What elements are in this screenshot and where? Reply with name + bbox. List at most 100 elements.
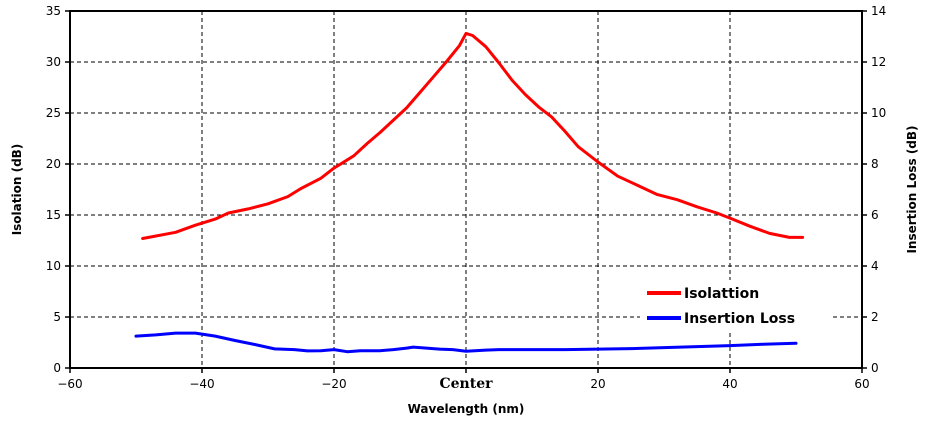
- x-tick-label: −60: [57, 377, 82, 391]
- data-point-isolattion: [537, 105, 540, 109]
- data-point-insertion-loss: [154, 333, 157, 337]
- data-point-insertion-loss: [359, 349, 362, 352]
- data-point-isolattion: [695, 205, 699, 208]
- y-right-tick-label: 10: [871, 106, 886, 120]
- y-left-tick-label: 15: [46, 208, 61, 222]
- y-right-tick-label: 14: [871, 4, 886, 18]
- legend-label-isolation: Isolattion: [684, 286, 759, 302]
- data-point-insertion-loss: [253, 343, 256, 346]
- data-point-insertion-loss: [346, 350, 349, 353]
- data-point-isolattion: [577, 145, 580, 148]
- data-point-isolattion: [445, 60, 448, 64]
- data-point-insertion-loss: [596, 347, 600, 351]
- data-point-insertion-loss: [530, 348, 534, 351]
- data-point-insertion-loss: [728, 344, 732, 347]
- data-point-isolattion: [748, 225, 751, 228]
- data-point-isolattion: [596, 160, 600, 164]
- data-point-isolattion: [141, 237, 144, 240]
- x-tick-label: 60: [854, 377, 869, 391]
- data-point-isolattion: [286, 195, 289, 198]
- data-point-insertion-loss: [319, 349, 322, 352]
- axis-ticks: −60 −40 −20 Center 20 40 600510152025303502468…: [46, 4, 887, 392]
- data-point-isolattion: [174, 231, 177, 234]
- data-point-isolattion: [788, 236, 791, 239]
- data-point-insertion-loss: [273, 347, 276, 351]
- y-right-tick-label: 6: [871, 208, 879, 222]
- y-right-tick-label: 4: [871, 259, 879, 273]
- legend-label-insertion-loss: Insertion Loss: [684, 311, 795, 327]
- data-point-isolattion: [319, 177, 322, 180]
- data-point-isolattion: [392, 118, 395, 122]
- x-tick-label: −40: [189, 377, 214, 391]
- data-point-isolattion: [768, 232, 771, 235]
- data-point-isolattion: [497, 61, 501, 65]
- data-point-isolattion: [464, 32, 468, 35]
- y-axis-right-title: Insertion Loss (dB): [905, 125, 919, 253]
- y-left-tick-label: 35: [46, 4, 61, 18]
- data-point-insertion-loss: [174, 331, 177, 335]
- data-point-insertion-loss: [392, 348, 395, 351]
- data-point-insertion-loss: [563, 348, 567, 351]
- y-left-tick-label: 20: [46, 157, 61, 171]
- data-point-insertion-loss: [451, 348, 454, 351]
- data-point-insertion-loss: [425, 346, 428, 350]
- data-point-isolattion: [365, 142, 369, 145]
- data-point-isolattion: [616, 175, 619, 178]
- data-point-insertion-loss: [464, 350, 468, 353]
- data-point-isolattion: [511, 79, 514, 82]
- series-line-isolattion: [141, 31, 805, 240]
- data-point-insertion-loss: [332, 348, 336, 351]
- data-point-isolattion: [484, 45, 487, 48]
- y-axis-left-title: Isolation (dB): [10, 144, 24, 236]
- data-point-isolattion: [636, 184, 639, 187]
- data-point-insertion-loss: [662, 346, 666, 349]
- data-point-insertion-loss: [379, 349, 382, 352]
- data-point-insertion-loss: [214, 334, 217, 338]
- data-point-insertion-loss: [761, 343, 765, 346]
- data-point-isolattion: [550, 115, 553, 119]
- data-point-isolattion: [676, 198, 679, 201]
- data-point-isolattion: [247, 207, 250, 211]
- y-right-tick-label: 12: [871, 55, 886, 69]
- x-tick-label: 20: [590, 377, 605, 391]
- data-point-isolattion: [405, 106, 408, 110]
- data-point-isolattion: [524, 93, 527, 96]
- legend-background: [640, 280, 830, 330]
- data-point-insertion-loss: [233, 339, 237, 342]
- data-point-isolattion: [801, 236, 804, 239]
- data-point-isolattion: [227, 211, 230, 215]
- data-point-isolattion: [214, 217, 217, 221]
- data-point-isolattion: [352, 154, 355, 157]
- data-point-isolattion: [194, 224, 197, 227]
- data-point-insertion-loss: [438, 347, 441, 351]
- data-point-insertion-loss: [293, 348, 296, 351]
- y-right-tick-label: 0: [871, 361, 879, 375]
- y-left-tick-label: 0: [53, 361, 61, 375]
- data-point-isolattion: [656, 193, 659, 196]
- data-point-insertion-loss: [497, 348, 501, 351]
- y-right-tick-label: 8: [871, 157, 879, 171]
- data-point-insertion-loss: [484, 348, 487, 352]
- data-point-insertion-loss: [412, 345, 415, 349]
- data-point-isolattion: [431, 76, 435, 79]
- x-tick-label: Center: [440, 376, 494, 392]
- y-left-tick-label: 10: [46, 259, 61, 273]
- data-point-isolattion: [563, 130, 567, 133]
- data-point-isolattion: [379, 131, 382, 134]
- y-right-tick-label: 2: [871, 310, 879, 324]
- data-point-insertion-loss: [194, 331, 197, 335]
- x-axis-title: Wavelength (nm): [408, 402, 525, 416]
- data-point-isolattion: [299, 187, 303, 190]
- y-left-tick-label: 5: [53, 310, 61, 324]
- data-point-insertion-loss: [695, 345, 699, 348]
- plot-area: [134, 31, 805, 354]
- data-point-isolattion: [471, 34, 474, 37]
- data-point-insertion-loss: [794, 342, 798, 345]
- y-left-tick-label: 25: [46, 106, 61, 120]
- x-tick-label: 40: [722, 377, 737, 391]
- legend: Isolattion Insertion Loss: [640, 280, 830, 330]
- x-tick-label: −20: [321, 377, 346, 391]
- data-point-insertion-loss: [405, 346, 408, 350]
- data-point-insertion-loss: [306, 349, 309, 353]
